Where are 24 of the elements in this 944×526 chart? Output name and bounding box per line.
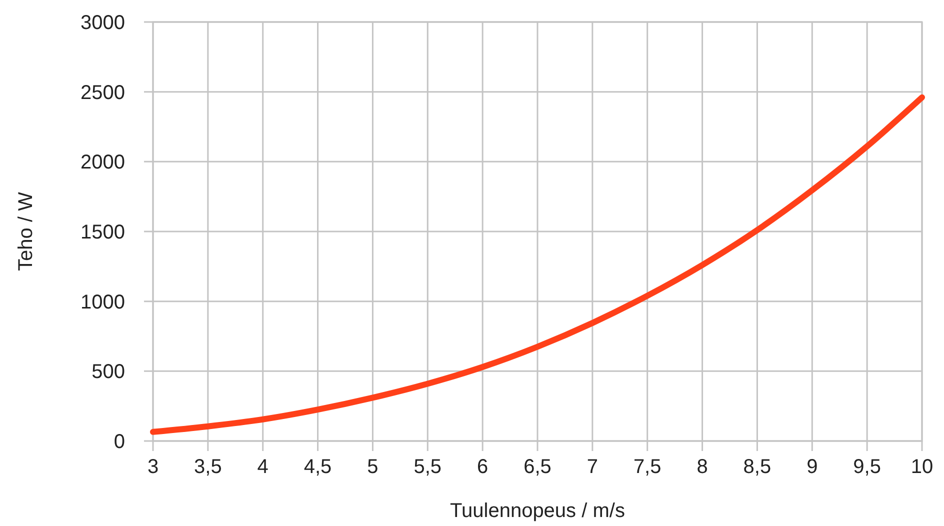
- x-tick-label: 8: [696, 456, 708, 478]
- x-tick-label: 3: [147, 456, 159, 478]
- y-tick-label: 3000: [80, 12, 125, 34]
- y-tick-label: 500: [92, 361, 125, 384]
- x-tick-label: 7: [586, 456, 598, 478]
- x-axis-title: Tuulennopeus / m/s: [450, 500, 625, 522]
- y-tick-label: 1500: [80, 222, 125, 244]
- y-axis-title: Teho / W: [15, 192, 37, 271]
- x-tick-label: 9: [806, 456, 818, 478]
- x-tick-label: 5,5: [414, 456, 442, 478]
- y-tick-label: 2500: [80, 82, 125, 104]
- x-tick-label: 9,5: [853, 456, 881, 478]
- x-tick-label: 4: [257, 456, 268, 478]
- x-tick-label: 10: [910, 456, 934, 478]
- x-tick-label: 6: [477, 456, 488, 478]
- x-tick-label: 6,5: [524, 456, 552, 478]
- x-tick-label: 7,5: [633, 456, 662, 478]
- x-tick-label: 3,5: [194, 456, 222, 478]
- x-tick-label: 5: [367, 456, 378, 478]
- x-tick-label: 8,5: [743, 456, 772, 478]
- x-tick-label: 4,5: [304, 456, 332, 478]
- y-tick-label: 2000: [80, 152, 125, 174]
- y-tick-label: 1000: [80, 291, 125, 314]
- y-tick-label: 0: [114, 431, 125, 453]
